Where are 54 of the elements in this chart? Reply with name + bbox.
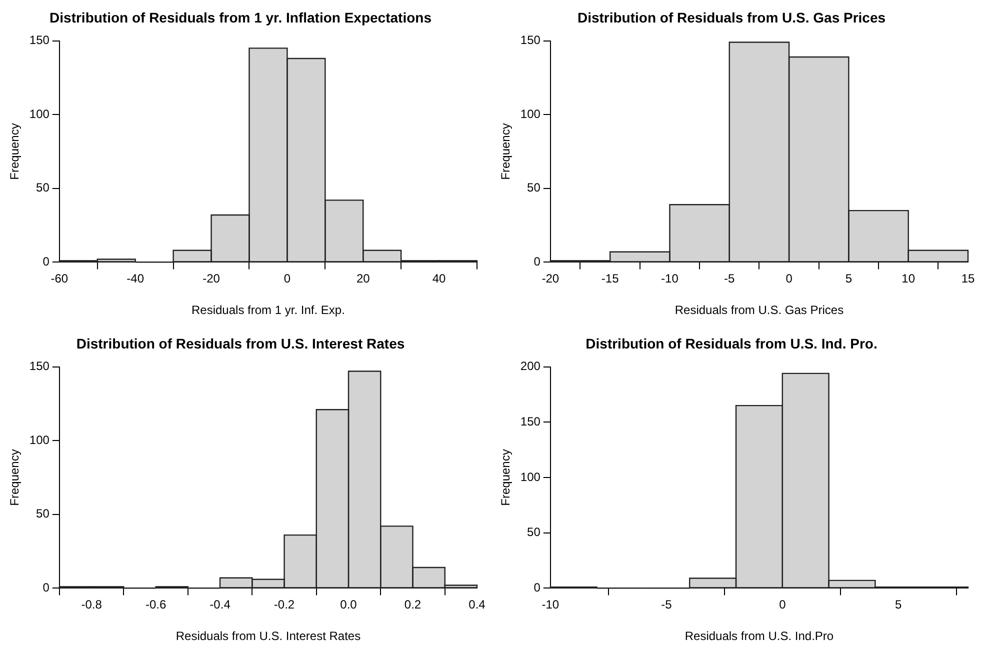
x-tick-label: -10 (542, 598, 560, 612)
y-axis-title: Frequency (498, 449, 513, 506)
y-tick-label: 100 (29, 106, 50, 121)
y-tick-label: 150 (29, 33, 50, 48)
x-tick-label: 0.2 (404, 598, 422, 612)
y-axis-title: Frequency (498, 123, 513, 180)
y-tick-label: 0 (534, 580, 541, 595)
y-tick-label: 150 (520, 414, 541, 428)
x-tick-label: -5 (724, 272, 736, 286)
x-tick-label: 40 (432, 272, 446, 286)
x-tick-label: -0.8 (81, 598, 102, 612)
chart-title: Distribution of Residuals from U.S. Ind. Pro. (586, 335, 878, 352)
y-tick-label: 50 (527, 180, 541, 195)
x-axis-title: Residuals from U.S. Gas Prices (674, 303, 844, 318)
y-tick-label: 100 (520, 470, 541, 484)
y-tick-label: 0 (534, 254, 541, 269)
x-axis-title: Residuals from U.S. Interest Rates (176, 629, 361, 644)
x-tick-label: 15 (961, 272, 975, 286)
x-axis-title: Residuals from U.S. Ind.Pro (684, 629, 834, 644)
x-tick-label: 0 (786, 272, 793, 286)
chart-title: Distribution of Residuals from U.S. Interest Rates (76, 335, 405, 352)
x-tick-label: 10 (902, 272, 916, 286)
x-tick-label: -20 (202, 272, 220, 286)
x-tick-label: 0.0 (340, 598, 358, 612)
chart-title: Distribution of Residuals from 1 yr. Inflation Expectations (50, 9, 432, 26)
x-tick-label: 20 (356, 272, 370, 286)
y-tick-label: 0 (42, 254, 50, 269)
x-tick-label: -0.2 (274, 598, 295, 612)
y-tick-label: 100 (29, 432, 50, 447)
y-tick-label: 150 (29, 359, 50, 374)
x-tick-label: -15 (601, 272, 620, 286)
x-tick-label: 5 (895, 598, 902, 612)
y-tick-label: 50 (36, 506, 50, 521)
x-tick-label: -5 (661, 598, 672, 612)
chart-title: Distribution of Residuals from U.S. Gas Prices (577, 9, 886, 26)
y-tick-label: 50 (36, 180, 50, 195)
y-tick-label: 100 (520, 106, 541, 121)
x-tick-label: 0.4 (468, 598, 486, 612)
x-tick-label: -0.4 (210, 598, 231, 612)
y-axis-title: Frequency (8, 449, 22, 506)
x-tick-label: -10 (661, 272, 679, 286)
x-tick-label: -20 (542, 272, 560, 286)
x-tick-label: -0.6 (145, 598, 166, 612)
x-tick-label: -60 (50, 272, 68, 286)
x-axis-title: Residuals from 1 yr. Inf. Exp. (192, 303, 345, 318)
x-tick-label: 5 (845, 272, 852, 286)
x-tick-label: 0 (779, 598, 786, 612)
x-tick-label: 0 (284, 272, 291, 286)
y-tick-label: 150 (520, 33, 541, 48)
y-tick-label: 50 (527, 525, 541, 540)
y-axis-title: Frequency (8, 123, 22, 180)
x-tick-label: -40 (126, 272, 144, 286)
y-tick-label: 200 (520, 359, 541, 374)
y-tick-label: 0 (42, 580, 50, 595)
